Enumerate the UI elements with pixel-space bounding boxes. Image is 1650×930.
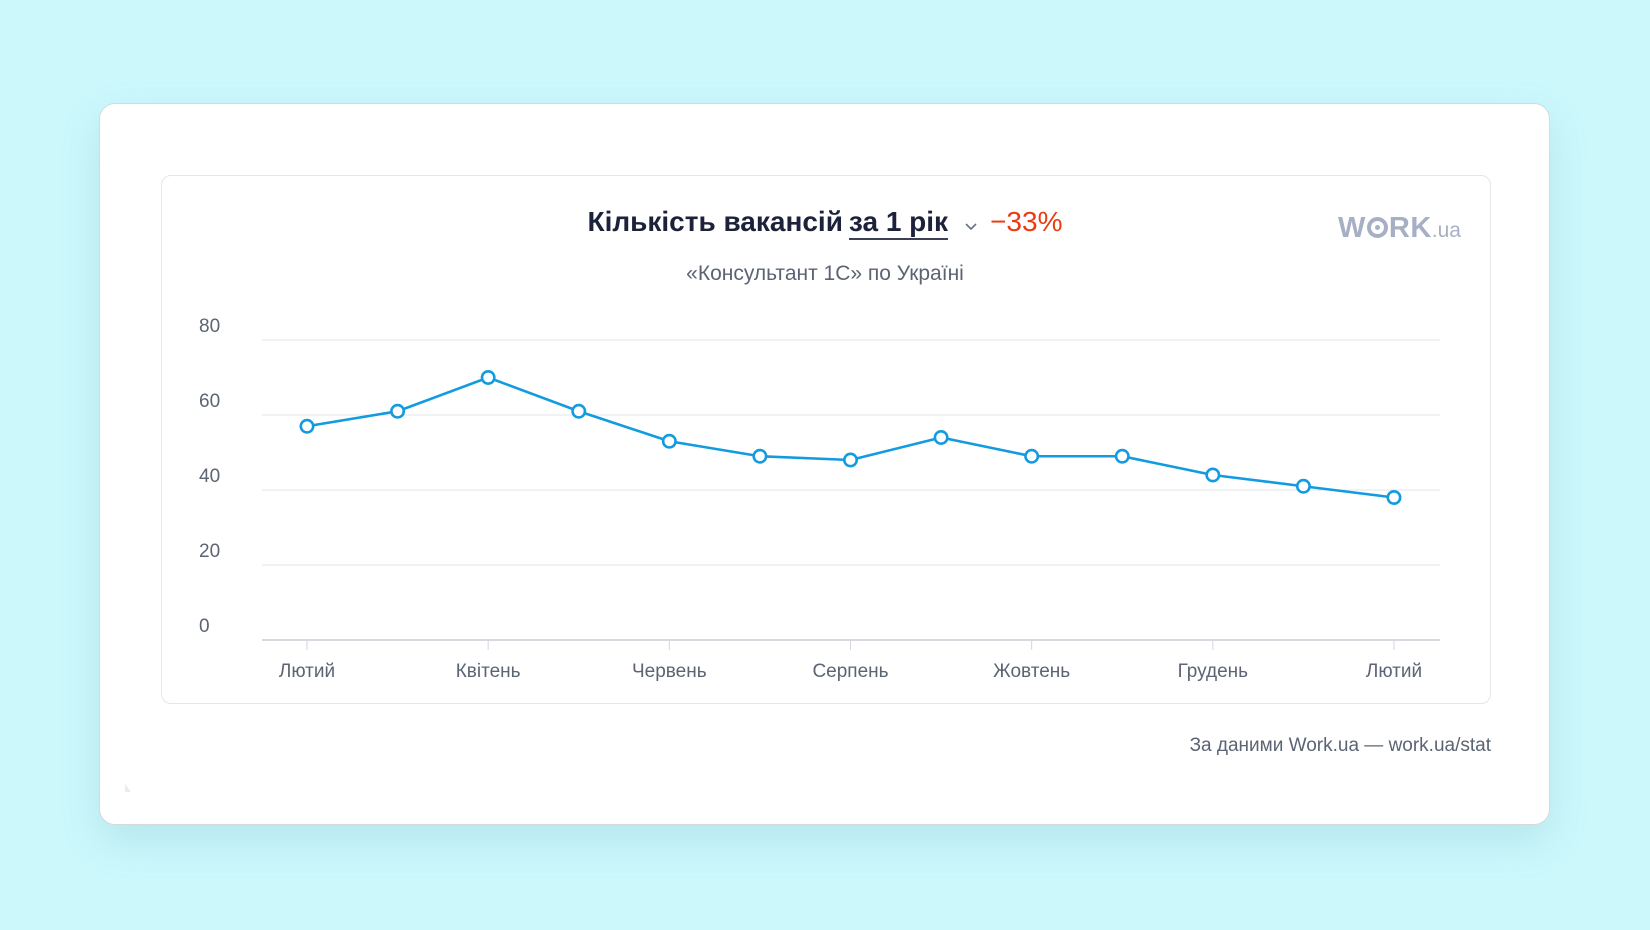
change-percent: −33% bbox=[990, 206, 1063, 237]
data-line bbox=[306, 376, 1395, 499]
x-tick-label: Лютий bbox=[279, 661, 335, 682]
logo-rk: RK bbox=[1388, 212, 1432, 244]
chart-subtitle: «Консультант 1С» по Україні bbox=[686, 262, 964, 285]
data-point[interactable] bbox=[842, 452, 858, 468]
x-tick-label: Квітень bbox=[456, 661, 521, 682]
y-tick-label: 60 bbox=[199, 391, 220, 412]
x-axis: Лютий Квітень Червень Серпень Жовтень Грудень… bbox=[279, 640, 1422, 682]
chevron-down-icon[interactable] bbox=[962, 202, 980, 246]
period-dropdown[interactable]: за 1 рік bbox=[848, 206, 949, 240]
logo-suffix: .ua bbox=[1431, 219, 1461, 242]
data-point[interactable] bbox=[1386, 489, 1402, 505]
source-note: За даними Work.ua — work.ua/stat bbox=[1189, 735, 1491, 756]
data-point[interactable] bbox=[1295, 478, 1311, 494]
corner-artifact bbox=[125, 784, 131, 792]
logo-w: W bbox=[1338, 212, 1366, 244]
data-point[interactable] bbox=[480, 369, 496, 385]
chart-panel bbox=[161, 175, 1491, 704]
x-tick-label: Червень bbox=[632, 661, 707, 682]
chart-header: Кількість вакансій за 1 рік −33% bbox=[0, 200, 1650, 246]
data-point[interactable] bbox=[571, 403, 587, 419]
data-point[interactable] bbox=[1205, 467, 1221, 483]
series-line bbox=[299, 369, 1402, 505]
data-point[interactable] bbox=[752, 448, 768, 464]
data-point[interactable] bbox=[299, 418, 315, 434]
y-tick-label: 80 bbox=[199, 316, 220, 337]
work-ua-logo[interactable]: W RK.ua bbox=[1338, 212, 1461, 245]
data-point[interactable] bbox=[1114, 448, 1130, 464]
y-tick-label: 40 bbox=[199, 466, 220, 487]
x-tick-label: Серпень bbox=[812, 661, 888, 682]
data-point[interactable] bbox=[390, 403, 406, 419]
data-point[interactable] bbox=[661, 433, 677, 449]
logo-o-icon bbox=[1366, 217, 1388, 238]
y-tick-label: 0 bbox=[199, 616, 210, 637]
x-tick-label: Лютий bbox=[1366, 661, 1422, 682]
x-tick-label: Грудень bbox=[1178, 661, 1249, 682]
y-tick-label: 20 bbox=[199, 541, 220, 562]
data-point[interactable] bbox=[933, 429, 949, 445]
y-axis: 0 20 40 60 80 bbox=[199, 316, 220, 637]
gridlines bbox=[262, 339, 1440, 641]
data-point[interactable] bbox=[1024, 448, 1040, 464]
x-tick-label: Жовтень bbox=[993, 661, 1070, 682]
chart-title: Кількість вакансій bbox=[587, 206, 843, 237]
